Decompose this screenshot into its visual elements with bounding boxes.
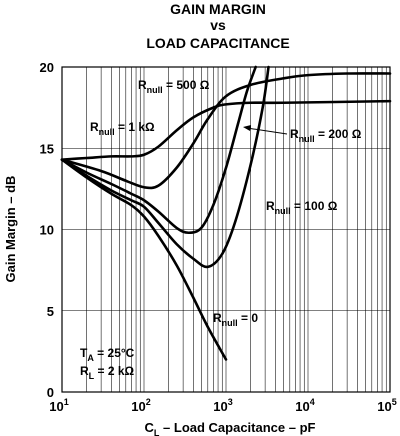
curve-rnull-100 bbox=[60, 65, 270, 269]
x-tick-label: 103 bbox=[213, 397, 232, 414]
curve-rnull-1k bbox=[60, 99, 392, 161]
label-rnull-100: Rnull = 100 Ω bbox=[266, 199, 338, 216]
curve-rnull-500 bbox=[60, 72, 392, 190]
label-rnull-200: Rnull = 200 Ω bbox=[290, 127, 362, 144]
series-curves bbox=[60, 65, 392, 361]
tick-labels: 0 5 10 15 20 101 102 103 104 105 bbox=[40, 60, 397, 414]
curve-rnull-200 bbox=[60, 65, 257, 235]
y-tick-label: 5 bbox=[47, 304, 54, 319]
chart-title-line-2: vs bbox=[210, 17, 226, 33]
y-tick-label: 20 bbox=[40, 60, 54, 75]
x-axis-label: CL – Load Capacitance – pF bbox=[145, 420, 316, 436]
y-tick-label: 0 bbox=[47, 385, 54, 400]
condition-temperature: TA = 25°C bbox=[80, 346, 135, 363]
y-tick-label: 15 bbox=[40, 141, 54, 156]
x-tick-label: 101 bbox=[49, 397, 68, 414]
series-labels: Rnull = 0 Rnull = 100 Ω Rnull = 200 Ω Rnull… bbox=[90, 78, 362, 328]
chart-title-line-1: GAIN MARGIN bbox=[170, 1, 266, 17]
x-tick-label: 102 bbox=[131, 397, 150, 414]
leader-line-rnull-200 bbox=[246, 127, 288, 135]
x-tick-label: 105 bbox=[377, 397, 396, 414]
leader-arrowhead bbox=[243, 125, 251, 131]
chart-title-line-3: LOAD CAPACITANCE bbox=[146, 35, 289, 51]
y-axis-label: Gain Margin – dB bbox=[3, 176, 18, 283]
condition-load-resistance: RL = 2 kΩ bbox=[80, 364, 135, 381]
curve-rnull-0 bbox=[60, 158, 228, 361]
label-rnull-500: Rnull = 500 Ω bbox=[138, 78, 210, 95]
label-rnull-0: Rnull = 0 bbox=[213, 311, 258, 328]
y-tick-label: 10 bbox=[40, 223, 54, 238]
x-tick-label: 104 bbox=[295, 397, 314, 414]
plot-frame bbox=[61, 66, 391, 393]
label-rnull-1k: Rnull = 1 kΩ bbox=[90, 120, 155, 137]
grid bbox=[61, 66, 390, 393]
